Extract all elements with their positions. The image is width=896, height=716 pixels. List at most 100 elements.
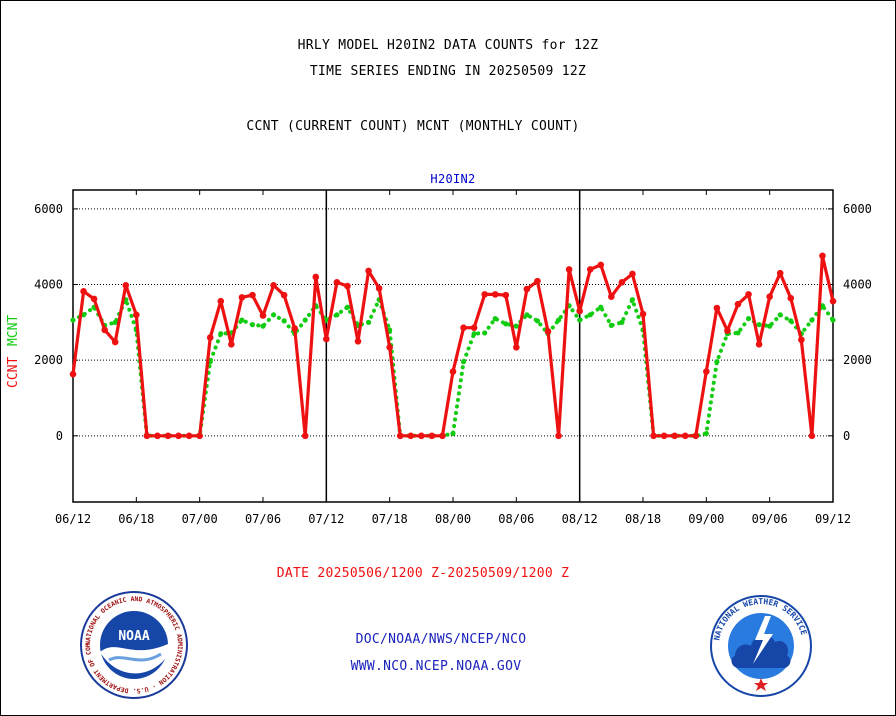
data-point-mcnt [218, 331, 224, 337]
date-range-label: DATE 20250506/1200 Z-20250509/1200 Z [276, 566, 570, 581]
chart-title: HRLY MODEL H20IN2 DATA COUNTS for 12Z [297, 38, 599, 53]
data-point-mcnt [745, 315, 752, 322]
x-tick-label: 09/06 [752, 512, 788, 526]
data-point-ccnt [407, 432, 415, 440]
data-point-ccnt [354, 337, 362, 345]
data-point-ccnt [333, 278, 341, 286]
data-point-ccnt [344, 282, 351, 290]
data-point-ccnt [439, 432, 446, 440]
y-tick-label-right: 4000 [843, 278, 872, 292]
data-point-ccnt [449, 368, 457, 375]
credit-website: WWW.NCO.NCEP.NOAA.GOV [350, 659, 522, 674]
data-point-ccnt [502, 291, 510, 299]
data-point-mcnt [735, 330, 741, 336]
data-point-ccnt [206, 334, 214, 341]
data-point-ccnt [323, 335, 330, 343]
data-point-mcnt [767, 323, 773, 329]
data-point-mcnt [598, 304, 604, 310]
data-point-mcnt [629, 297, 636, 303]
data-point-mcnt [503, 321, 509, 327]
x-tick-label: 06/18 [118, 512, 154, 526]
data-point-ccnt [629, 270, 636, 278]
credit-organization: DOC/NOAA/NWS/NCEP/NCO [355, 632, 527, 647]
data-point-ccnt [586, 266, 594, 273]
data-point-ccnt [639, 310, 647, 318]
data-point-ccnt [608, 293, 615, 300]
data-point-mcnt [534, 318, 541, 324]
data-point-ccnt [798, 336, 805, 344]
data-point-ccnt [755, 340, 763, 348]
data-point-ccnt [249, 291, 256, 299]
data-point-ccnt [428, 432, 436, 440]
data-point-ccnt [660, 432, 668, 440]
data-point-ccnt [175, 432, 182, 440]
series-line-ccnt [71, 254, 835, 438]
data-point-mcnt [344, 304, 351, 310]
data-point-ccnt [597, 261, 605, 269]
data-point-ccnt [829, 297, 837, 305]
data-point-ccnt [69, 370, 77, 378]
data-point-ccnt [365, 267, 372, 275]
plot-border [72, 189, 834, 503]
data-point-mcnt [555, 317, 562, 323]
data-point-ccnt [555, 432, 562, 440]
data-point-mcnt [450, 430, 456, 437]
data-point-ccnt [301, 432, 309, 440]
data-point-ccnt [766, 293, 773, 300]
data-point-ccnt [460, 324, 467, 331]
data-point-ccnt [386, 344, 393, 351]
data-point-ccnt [280, 291, 288, 299]
data-point-ccnt [523, 285, 531, 293]
data-point-mcnt [608, 322, 614, 328]
data-point-mcnt [460, 359, 467, 365]
data-point-ccnt [196, 432, 203, 440]
data-point-mcnt [492, 315, 498, 322]
data-point-ccnt [776, 269, 784, 277]
data-point-mcnt [756, 322, 762, 328]
data-point-ccnt [692, 432, 700, 440]
x-tick-label: 09/12 [815, 512, 851, 526]
data-point-mcnt [714, 359, 720, 365]
data-point-ccnt [650, 432, 657, 440]
data-point-ccnt [238, 294, 246, 301]
data-point-ccnt [143, 432, 151, 440]
x-tick-label: 07/00 [182, 512, 218, 526]
noaa-logo-text: NOAA [118, 629, 149, 644]
data-point-ccnt [80, 288, 87, 295]
x-tick-label: 07/06 [245, 512, 281, 526]
data-point-ccnt [713, 304, 721, 312]
panel-label: H20IN2 [430, 172, 476, 186]
data-point-mcnt [577, 317, 583, 323]
data-point-ccnt [418, 432, 425, 440]
data-point-ccnt [90, 295, 98, 303]
data-point-ccnt [154, 432, 161, 440]
y-tick-label-left: 0 [56, 429, 63, 443]
data-point-ccnt [270, 282, 277, 289]
data-point-mcnt [365, 319, 372, 325]
data-point-ccnt [745, 291, 752, 298]
x-tick-label: 08/18 [625, 512, 661, 526]
data-point-mcnt [334, 312, 340, 318]
data-point-mcnt [619, 319, 625, 325]
data-point-ccnt [819, 252, 826, 260]
data-point-mcnt [239, 317, 245, 323]
data-point-ccnt [481, 291, 488, 298]
x-tick-label: 08/00 [435, 512, 471, 526]
data-point-ccnt [228, 340, 235, 348]
data-point-mcnt [830, 317, 836, 323]
x-tick-label: 08/06 [498, 512, 534, 526]
data-point-mcnt [260, 323, 266, 329]
x-tick-label: 07/18 [372, 512, 408, 526]
data-point-ccnt [312, 273, 320, 281]
y-tick-label-left: 6000 [34, 202, 63, 216]
data-point-mcnt [249, 322, 256, 328]
x-tick-label: 06/12 [55, 512, 91, 526]
data-point-ccnt [259, 312, 267, 319]
data-point-mcnt [302, 317, 308, 323]
y-tick-label-right: 2000 [843, 353, 872, 367]
data-point-mcnt [70, 317, 76, 323]
y-tick-label-right: 0 [843, 429, 850, 443]
data-point-ccnt [164, 432, 172, 440]
data-point-mcnt [323, 317, 329, 323]
data-point-ccnt [576, 307, 583, 315]
